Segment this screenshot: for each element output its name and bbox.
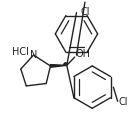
Text: HCl: HCl: [12, 47, 29, 57]
Text: N: N: [30, 50, 37, 60]
Text: Cl: Cl: [80, 7, 90, 17]
Text: OH: OH: [75, 49, 90, 59]
Polygon shape: [50, 65, 67, 67]
Text: Cl: Cl: [119, 97, 128, 107]
